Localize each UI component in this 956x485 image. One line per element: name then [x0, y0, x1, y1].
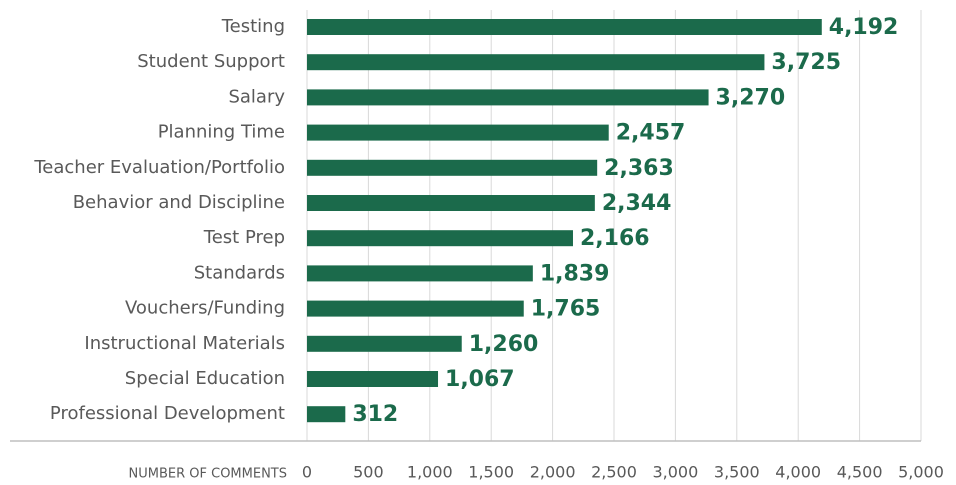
y-tick-label: Standards	[194, 262, 285, 283]
y-tick-label: Vouchers/Funding	[125, 298, 285, 319]
x-tick-label: 3,000	[652, 463, 698, 482]
x-tick-label: 4,500	[837, 463, 883, 482]
y-tick-label: Special Education	[125, 368, 285, 389]
data-label: 3,725	[771, 50, 841, 75]
y-tick-label: Professional Development	[50, 403, 285, 424]
x-tick-label: 5,000	[898, 463, 944, 482]
bar	[307, 230, 573, 247]
y-tick-label: Teacher Evaluation/Portfolio	[33, 157, 285, 178]
x-tick-label: 1,000	[407, 463, 453, 482]
x-axis-title: NUMBER OF COMMENTS	[129, 467, 287, 482]
y-tick-label: Instructional Materials	[84, 333, 285, 354]
data-label: 2,344	[602, 191, 672, 216]
x-tick-label: 2,500	[591, 463, 637, 482]
data-label: 2,166	[580, 226, 650, 251]
y-tick-label: Test Prep	[203, 227, 285, 248]
x-tick-label: 0	[302, 463, 312, 482]
y-tick-label: Planning Time	[158, 122, 285, 143]
data-label: 1,765	[531, 297, 601, 322]
data-label: 4,192	[829, 15, 899, 40]
bar	[307, 19, 822, 35]
x-tick-label: 2,000	[530, 463, 576, 482]
bar	[307, 265, 533, 282]
bar	[307, 195, 595, 211]
y-tick-label: Testing	[221, 16, 285, 37]
bar	[307, 406, 346, 423]
data-label: 1,067	[445, 367, 515, 392]
y-tick-label: Salary	[228, 86, 285, 107]
bar	[307, 54, 765, 71]
bar	[307, 335, 462, 352]
bar	[307, 300, 524, 317]
bar	[307, 124, 609, 141]
bar	[307, 371, 439, 387]
x-tick-label: 500	[353, 463, 384, 482]
data-label: 1,260	[469, 332, 539, 357]
data-label: 312	[352, 402, 398, 427]
data-label: 2,457	[616, 121, 686, 146]
bar	[307, 159, 598, 176]
x-tick-label: 4,000	[775, 463, 821, 482]
x-tick-label: 1,500	[468, 463, 514, 482]
data-label: 3,270	[716, 85, 786, 110]
y-tick-label: Student Support	[137, 51, 285, 72]
y-tick-label: Behavior and Discipline	[73, 192, 285, 213]
data-label: 2,363	[604, 156, 674, 181]
bar	[307, 89, 709, 106]
x-tick-label: 3,500	[714, 463, 760, 482]
data-label: 1,839	[540, 261, 610, 286]
